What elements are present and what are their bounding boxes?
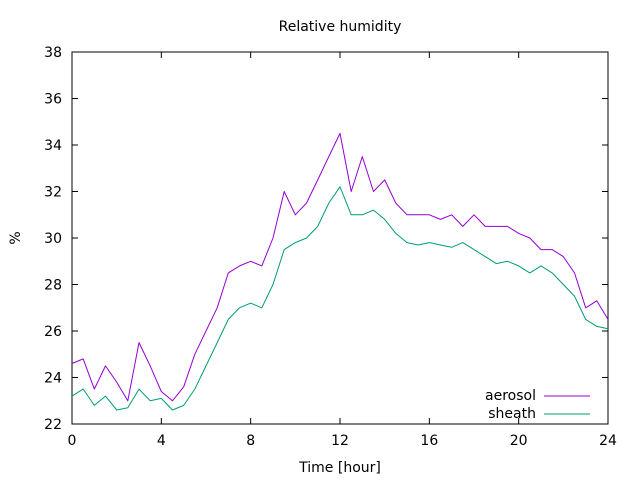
y-tick-label: 38 — [44, 45, 62, 61]
y-tick-label: 24 — [44, 371, 62, 387]
y-tick-label: 36 — [44, 92, 62, 108]
y-tick-label: 34 — [44, 138, 62, 154]
legend: aerosol sheath — [485, 388, 590, 422]
legend-label-aerosol: aerosol — [485, 388, 536, 404]
axis-ticks: 0 4 8 12 16 20 24 22 24 26 28 30 32 34 36 38 — [44, 45, 617, 449]
y-tick-label: 28 — [44, 278, 62, 294]
series-line-aerosol — [71, 132, 609, 402]
x-tick-label: 24 — [599, 433, 617, 449]
x-tick-label: 20 — [510, 433, 528, 449]
y-tick-label: 32 — [44, 185, 62, 201]
legend-label-sheath: sheath — [488, 406, 536, 422]
series-lines — [71, 132, 609, 411]
y-tick-label: 26 — [44, 324, 62, 340]
x-axis-label: Time [hour] — [298, 460, 381, 476]
plot-frame — [71, 51, 609, 425]
y-tick-label: 22 — [44, 417, 62, 433]
chart-title: Relative humidity — [279, 19, 402, 35]
series-line-sheath — [71, 186, 609, 411]
x-tick-label: 4 — [157, 433, 166, 449]
x-tick-label: 16 — [420, 433, 438, 449]
y-axis-label: % — [8, 231, 24, 244]
y-tick-label: 30 — [44, 231, 62, 247]
x-tick-label: 0 — [68, 433, 77, 449]
x-tick-label: 8 — [246, 433, 255, 449]
x-tick-label: 12 — [331, 433, 349, 449]
